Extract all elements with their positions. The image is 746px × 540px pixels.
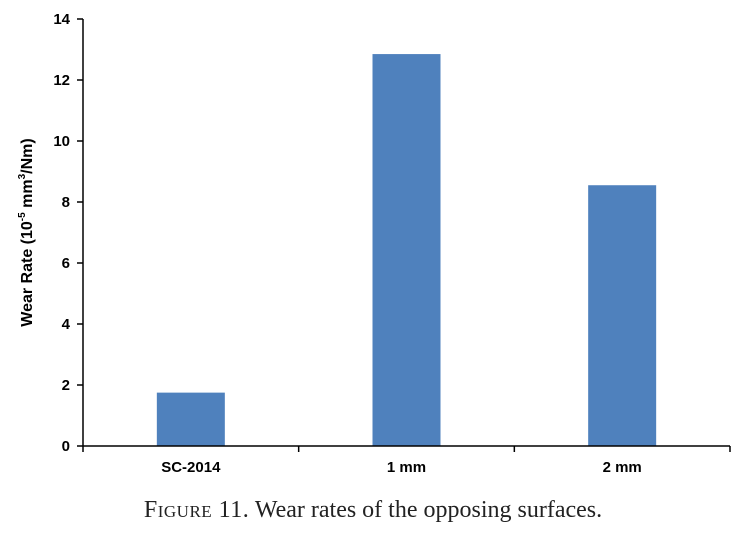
figure-caption-text: Wear rates of the opposing surfaces. <box>249 497 603 523</box>
x-tick-label: SC-2014 <box>161 459 221 476</box>
y-axis-title-prefix: Wear Rate (10 <box>19 221 36 327</box>
bar-1-mm <box>372 54 441 446</box>
y-axis-title-suffix: /Nm) <box>19 138 36 174</box>
wear-rate-bar-chart: 0 2 4 6 8 10 12 14 SC-2014 1 mm 2 mm Wear Rate (1… <box>17 11 731 476</box>
x-tick-label: 2 mm <box>603 459 642 476</box>
bars <box>156 54 657 446</box>
y-tick-label: 2 <box>62 377 70 394</box>
bar-2-mm <box>588 185 657 446</box>
y-tick-label: 10 <box>53 133 70 150</box>
y-axis-title-middle: mm <box>19 179 36 212</box>
y-axis-title-exponent: -5 <box>17 212 28 221</box>
x-axis-tick-labels: SC-2014 1 mm 2 mm <box>82 446 731 476</box>
y-tick-label: 14 <box>53 11 70 28</box>
y-axis-ticks: 0 2 4 6 8 10 12 14 <box>53 11 83 455</box>
figure-caption: Figure 11. Wear rates of the opposing su… <box>0 497 746 524</box>
y-axis-title-cubed: 3 <box>17 173 28 179</box>
y-tick-label: 12 <box>53 72 70 89</box>
y-tick-label: 6 <box>62 255 70 272</box>
figure-label: Figure 11. <box>143 497 250 523</box>
bar-sc-2014 <box>156 392 225 446</box>
y-axis-title: Wear Rate (10-5 mm3/Nm) <box>17 138 36 326</box>
y-tick-label: 4 <box>62 316 71 333</box>
y-tick-label: 0 <box>62 438 70 455</box>
y-tick-label: 8 <box>62 194 70 211</box>
x-tick-label: 1 mm <box>387 459 426 476</box>
